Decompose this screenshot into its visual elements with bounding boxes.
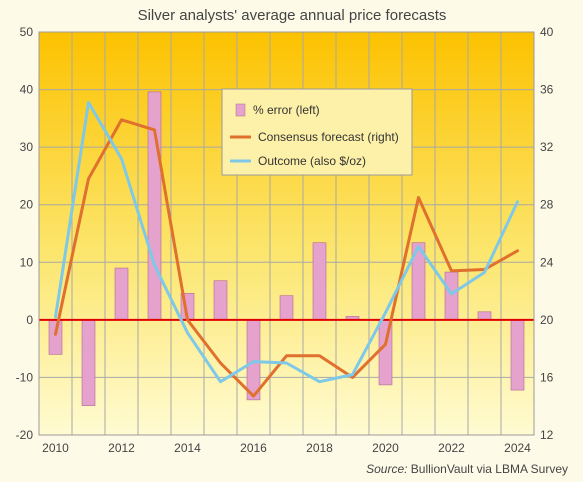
x-axis: 2010 2012 2014 2016 2018 2020 2022 2024 bbox=[42, 441, 531, 455]
x-tick-label: 2014 bbox=[174, 441, 201, 455]
right-axis: 12 16 20 24 28 32 36 40 bbox=[540, 25, 554, 442]
lines bbox=[54, 101, 519, 398]
x-tick-label: 2016 bbox=[240, 441, 267, 455]
left-tick-label: 10 bbox=[20, 255, 34, 269]
bar-error bbox=[444, 271, 459, 321]
right-tick-label: 36 bbox=[540, 83, 554, 97]
right-tick-label: 28 bbox=[540, 198, 554, 212]
x-tick-label: 2024 bbox=[504, 441, 531, 455]
left-tick-label: 0 bbox=[26, 313, 33, 327]
right-tick-label: 12 bbox=[540, 428, 554, 442]
left-tick-label: -10 bbox=[16, 370, 34, 384]
line-consensus bbox=[54, 118, 519, 398]
right-tick-label: 32 bbox=[540, 140, 554, 154]
line-outcome bbox=[54, 101, 519, 384]
right-tick-label: 40 bbox=[540, 25, 554, 39]
left-tick-label: 20 bbox=[20, 198, 34, 212]
x-tick-label: 2010 bbox=[42, 441, 69, 455]
bar-error bbox=[48, 319, 63, 355]
left-tick-label: 30 bbox=[20, 140, 34, 154]
bar-error bbox=[312, 242, 327, 321]
plot-border bbox=[38, 31, 535, 436]
bar-error bbox=[477, 311, 492, 321]
bar-error bbox=[510, 319, 525, 391]
x-tick-label: 2012 bbox=[108, 441, 135, 455]
source-text: BullionVault via LBMA Survey bbox=[411, 462, 568, 476]
x-tick-label: 2018 bbox=[306, 441, 333, 455]
bar-error bbox=[279, 295, 294, 321]
right-tick-label: 16 bbox=[540, 370, 554, 384]
legend-label-error: % error (left) bbox=[253, 103, 320, 117]
left-tick-label: 50 bbox=[20, 25, 34, 39]
bar-error bbox=[114, 267, 129, 321]
bar-error bbox=[147, 91, 162, 321]
x-tick-label: 2020 bbox=[372, 441, 399, 455]
source-note: Source: BullionVault via LBMA Survey bbox=[366, 462, 568, 476]
source-label: Source: bbox=[366, 462, 407, 476]
legend-box bbox=[221, 88, 413, 176]
chart-title: Silver analysts' average annual price fo… bbox=[138, 7, 447, 24]
legend-swatch-error bbox=[235, 103, 246, 117]
bar-error bbox=[246, 319, 261, 401]
legend: % error (left) Consensus forecast (right… bbox=[221, 88, 413, 176]
bar-error bbox=[213, 280, 228, 321]
legend-label-consensus: Consensus forecast (right) bbox=[258, 130, 399, 144]
legend-label-outcome: Outcome (also $/oz) bbox=[258, 154, 366, 168]
left-tick-label: 40 bbox=[20, 83, 34, 97]
right-tick-label: 20 bbox=[540, 313, 554, 327]
bar-error bbox=[81, 319, 96, 406]
right-tick-label: 24 bbox=[540, 255, 554, 269]
left-axis: -20 -10 0 10 20 30 40 50 bbox=[16, 25, 34, 442]
left-tick-label: -20 bbox=[16, 428, 34, 442]
x-tick-label: 2022 bbox=[438, 441, 465, 455]
